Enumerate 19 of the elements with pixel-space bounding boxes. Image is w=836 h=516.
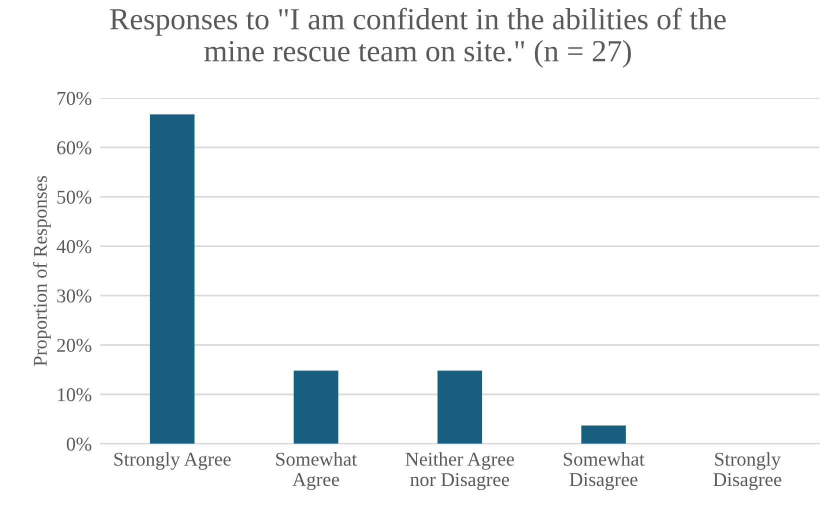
- chart-title: Responses to "I am confident in the abilities of the mine rescue team on site." (n = 27): [110, 8, 726, 68]
- y-tick-label: 30%: [57, 289, 92, 303]
- x-tick-label: Neither Agree nor Disagree: [406, 452, 514, 490]
- y-tick-label: 60%: [57, 141, 92, 154]
- x-tick-label: Somewhat Disagree: [564, 452, 645, 490]
- y-tick-label: 10%: [58, 388, 92, 402]
- y-axis-title: Proportion of Responses: [32, 176, 51, 366]
- y-tick-label: 70%: [58, 92, 92, 106]
- bar: [150, 114, 195, 444]
- y-tick-label: 40%: [56, 240, 92, 254]
- x-tick-label: Strongly Disagree: [713, 452, 782, 490]
- bar: [438, 370, 482, 444]
- x-tick-label: Strongly Agree: [114, 452, 231, 470]
- x-tick-label: Somewhat Agree: [276, 452, 357, 490]
- y-tick-label: 50%: [57, 190, 92, 204]
- y-tick-label: 0%: [66, 438, 92, 451]
- bar: [294, 370, 338, 444]
- bar: [581, 425, 626, 444]
- y-tick-label: 20%: [57, 338, 92, 352]
